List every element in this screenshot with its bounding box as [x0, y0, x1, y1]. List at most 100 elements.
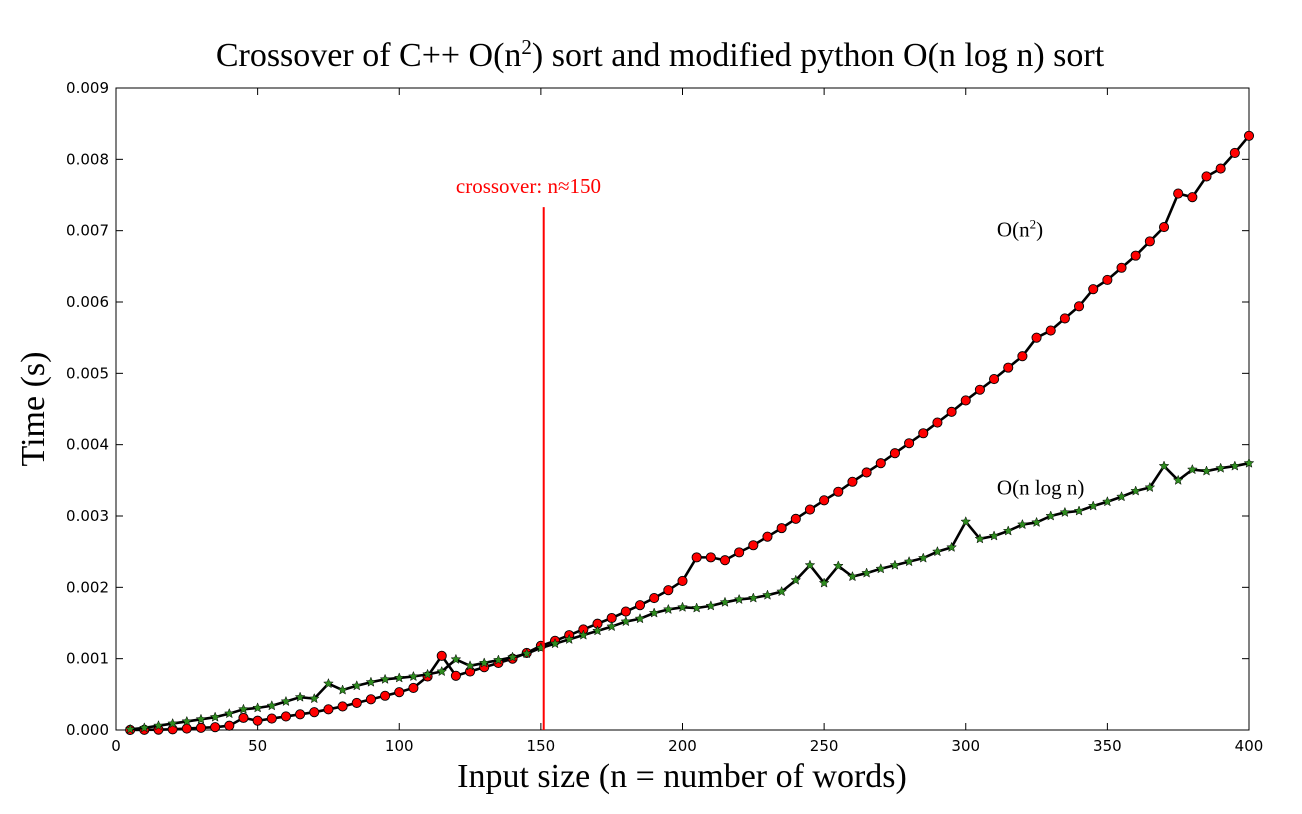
x-tick-label: 100 — [385, 737, 414, 755]
series-o-n-squared-point — [875, 458, 886, 469]
series-o-n-log-n-point — [1116, 491, 1127, 502]
series-o-n-log-n-point — [677, 601, 688, 612]
series-o-n-squared-point — [1187, 192, 1198, 203]
y-tick-label: 0.004 — [66, 436, 109, 454]
series-o-n-log-n-point — [422, 668, 433, 679]
series-o-n-squared-point — [195, 722, 207, 733]
series-o-n-log-n-point — [351, 680, 363, 691]
series-o-n-squared-point — [337, 701, 348, 712]
series-o-n-squared-point — [1102, 274, 1113, 285]
series-o-n-squared-point — [974, 384, 985, 395]
series-o-n-log-n-point — [733, 593, 745, 605]
label-o-n-squared-tail: ) — [1036, 217, 1043, 241]
series-o-n-log-n-point — [1158, 460, 1170, 471]
series-o-n-log-n-point — [1130, 485, 1142, 496]
series-o-n-log-n-point — [1243, 457, 1255, 468]
series-o-n-log-n-point — [1045, 510, 1057, 521]
series-o-n-log-n-point — [365, 676, 377, 687]
series-o-n-squared-point — [380, 690, 391, 701]
chart-title-superscript: 2 — [521, 35, 532, 59]
y-tick-label: 0.005 — [66, 364, 109, 382]
series-o-n-log-n-point — [974, 533, 986, 544]
series-o-n-log-n-point — [563, 633, 575, 644]
series-o-n-squared-point — [946, 406, 957, 417]
series-o-n-log-n-point — [436, 665, 448, 677]
y-tick-label: 0.008 — [66, 150, 109, 168]
series-o-n-log-n-point — [181, 715, 193, 727]
series-o-n-squared-point — [918, 428, 929, 439]
series-o-n-squared-point — [833, 486, 844, 497]
label-o-n-squared-superscript: 2 — [1030, 216, 1037, 231]
series-o-n-squared-point — [266, 713, 277, 724]
label-o-n-log-n-main: O(n log n) — [997, 476, 1085, 500]
series-o-n-log-n-point — [903, 555, 915, 567]
series-o-n-log-n-point — [223, 707, 235, 719]
crossover-label: crossover: n≈150 — [456, 174, 601, 198]
series-o-n-squared-point — [295, 709, 306, 720]
series-o-n-squared-point — [394, 687, 405, 698]
series-o-n-log-n-point — [776, 585, 788, 597]
series-o-n-squared-point — [1144, 236, 1155, 247]
series-o-n-log-n-point — [705, 600, 717, 611]
series-o-n-squared-point — [663, 585, 674, 596]
series-o-n-log-n-point — [323, 677, 334, 689]
series-o-n-squared-point — [436, 650, 447, 661]
series-o-n-log-n-point — [988, 530, 1000, 541]
series-o-n-squared-point — [181, 723, 192, 734]
series-o-n-squared-point — [408, 682, 419, 693]
series-o-n-log-n-point — [153, 720, 164, 731]
chart-title-tail: ) sort and modified python O(n log n) so… — [532, 37, 1105, 74]
series-o-n-log-n-point — [1101, 496, 1113, 507]
series-o-n-squared — [125, 130, 1255, 736]
series-o-n-squared-point — [1201, 171, 1212, 182]
series-o-n-log-n-point — [917, 552, 929, 563]
series-o-n-squared-point — [280, 711, 292, 722]
series-o-n-log-n-point — [747, 592, 759, 603]
x-tick-label: 50 — [248, 737, 267, 755]
series-o-n-squared-point — [790, 513, 801, 524]
series-o-n-squared-point — [691, 552, 702, 563]
x-tick-label: 0 — [111, 737, 121, 755]
series-o-n-log-n-point — [946, 541, 957, 552]
series-o-n-squared-point — [734, 547, 745, 558]
series-o-n-log-n-point — [492, 654, 504, 665]
x-tick-label: 350 — [1093, 737, 1122, 755]
series-o-n-log-n-point — [1186, 463, 1198, 475]
y-tick-label: 0.000 — [66, 721, 109, 739]
series-o-n-log-n-point — [379, 673, 391, 684]
series-o-n-squared-point — [889, 448, 900, 459]
series-o-n-log-n-point — [634, 613, 646, 624]
series-o-n-log-n-point — [308, 692, 320, 704]
series-o-n-squared-point — [861, 467, 872, 478]
series-o-n-log-n-point — [294, 691, 306, 702]
series-o-n-log-n-point — [138, 722, 150, 733]
series-o-n-log-n-point — [932, 545, 943, 557]
series-o-n-squared-point — [1130, 250, 1141, 261]
series-o-n-log-n-point — [719, 596, 731, 607]
series-layer — [124, 130, 1255, 736]
series-o-n-log-n-point — [464, 660, 476, 671]
series-o-n-squared-point — [705, 552, 716, 563]
label-o-n-squared-main: O(n — [997, 217, 1030, 241]
chart-title: Crossover of C++ O(n2) sort and modified… — [216, 35, 1105, 74]
series-o-n-squared-point — [238, 712, 249, 723]
series-o-n-squared-point — [649, 592, 660, 604]
series-o-n-squared-point — [1229, 147, 1240, 158]
series-o-n-log-n-point — [1017, 518, 1028, 530]
series-o-n-squared-point — [210, 722, 221, 733]
x-axis-ticks: 0 50 100 150 200 250 300 350 400 — [111, 88, 1263, 755]
series-o-n-log-n — [124, 457, 1255, 734]
series-o-n-log-n-point — [507, 651, 518, 662]
series-o-n-log-n-point — [620, 615, 632, 627]
series-o-n-squared-point — [719, 555, 731, 566]
series-o-n-log-n-point — [875, 563, 887, 574]
series-o-n-log-n-point — [1002, 525, 1014, 536]
y-tick-label: 0.001 — [66, 650, 109, 668]
series-o-n-squared-point — [1074, 301, 1085, 312]
series-o-n-log-n-point — [662, 603, 674, 615]
series-o-n-squared-point — [450, 670, 461, 681]
series-o-n-squared-point — [224, 720, 235, 731]
series-o-n-log-n-point — [252, 702, 264, 713]
series-o-n-log-n-point — [238, 703, 249, 714]
